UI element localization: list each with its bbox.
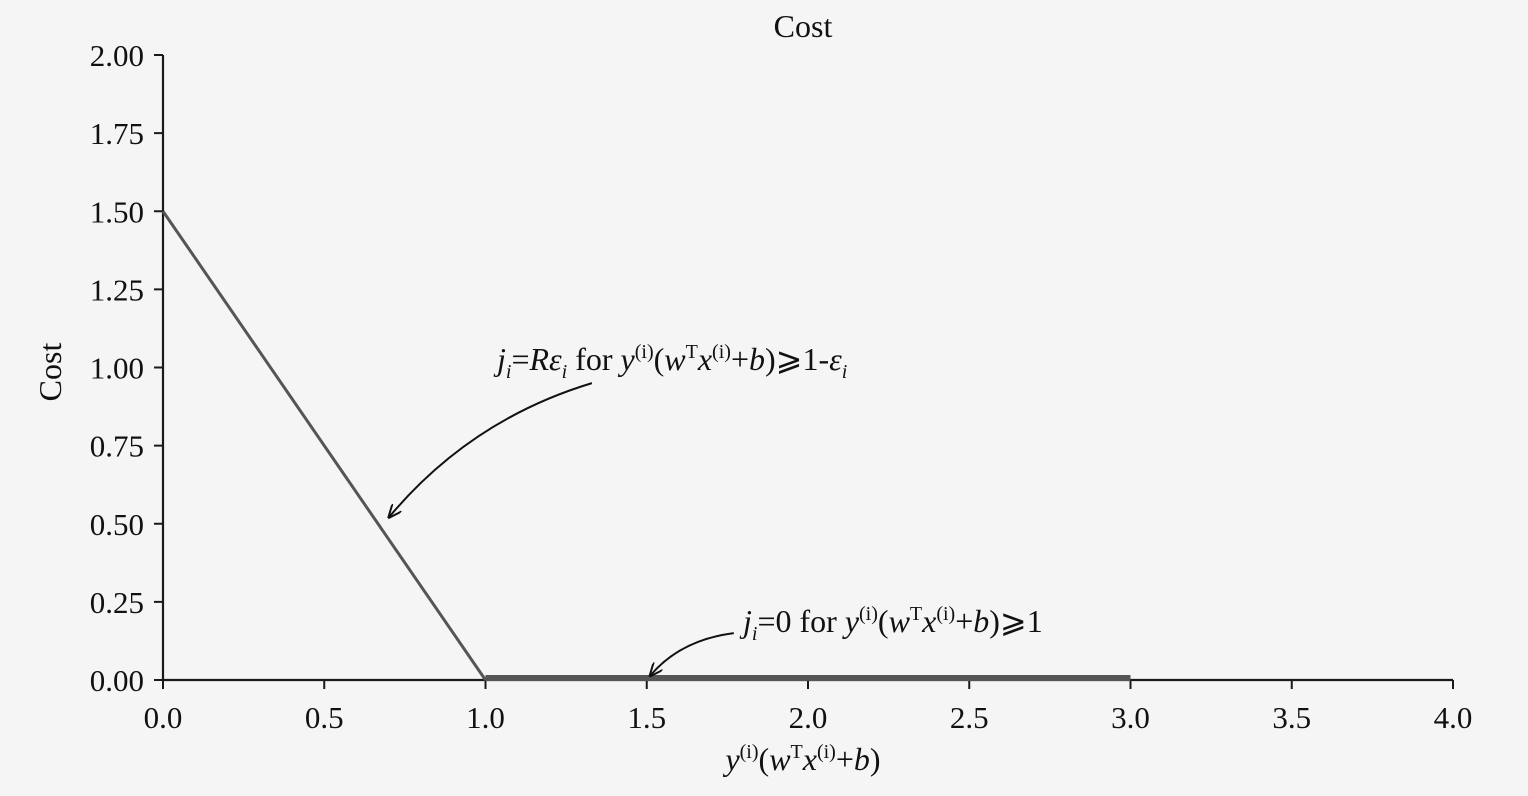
- label-part: T: [791, 741, 803, 763]
- y-tick-label: 2.00: [90, 38, 144, 73]
- label-part: +: [955, 603, 973, 639]
- label-part: i: [752, 623, 758, 645]
- label-part: (i): [859, 603, 878, 625]
- x-tick-label: 2.5: [950, 700, 989, 735]
- y-tick-label: 0.00: [90, 663, 144, 698]
- label-part: y: [618, 341, 636, 377]
- label-part: j: [739, 603, 752, 639]
- annotation-arrow: [389, 382, 593, 517]
- label-part: ): [870, 741, 881, 777]
- chart-title: Cost: [774, 8, 833, 44]
- cost-slope-segment: [161, 210, 487, 681]
- label-part: =0 for: [757, 603, 844, 639]
- annotation-arrow: [650, 632, 734, 676]
- label-part: j: [493, 341, 506, 377]
- label-part: w: [769, 741, 791, 777]
- x-tick-label: 2.0: [789, 700, 828, 735]
- y-tick-label: 1.25: [90, 272, 144, 307]
- label-part: =: [511, 341, 529, 377]
- label-part: y: [722, 741, 740, 777]
- label-part: for: [567, 341, 620, 377]
- label-part: (: [654, 341, 665, 377]
- label-part: (i): [635, 341, 654, 363]
- x-tick-label: 3.5: [1272, 700, 1311, 735]
- x-axis-label: y(i)(wTx(i)+b): [722, 741, 880, 777]
- label-part: (: [878, 603, 889, 639]
- label-part: +: [731, 341, 749, 377]
- label-part: w: [664, 341, 686, 377]
- annotation-label: ji=Rεi for y(i)(wTx(i)+b)⩾1-εi: [493, 341, 847, 383]
- label-part: x: [921, 603, 936, 639]
- y-axis-label: Cost: [32, 343, 68, 402]
- label-part: y: [842, 603, 860, 639]
- label-part: i: [562, 361, 568, 383]
- label-part: b: [854, 741, 870, 777]
- label-part: T: [686, 341, 698, 363]
- x-tick-label: 0.0: [144, 700, 183, 735]
- label-part: (i): [936, 603, 955, 625]
- label-part: (i): [712, 341, 731, 363]
- label-part: x: [697, 341, 712, 377]
- x-tick-label: 1.5: [627, 700, 666, 735]
- y-tick-label: 1.50: [90, 194, 144, 229]
- y-tick-label: 0.75: [90, 429, 144, 464]
- label-part: w: [889, 603, 911, 639]
- x-tick-label: 1.0: [466, 700, 505, 735]
- x-tick-label: 3.0: [1111, 700, 1150, 735]
- label-part: i: [506, 361, 512, 383]
- label-part: T: [910, 603, 922, 625]
- y-tick-label: 1.00: [90, 351, 144, 386]
- label-part: b: [973, 603, 989, 639]
- y-axis-ticks: 0.00 0.25 0.50 0.75 1.00 1.25 1.50 1.75 2.00: [90, 38, 163, 698]
- label-part: )⩾1-: [765, 341, 829, 377]
- x-axis-ticks: 0.0 0.5 1.0 1.5 2.0 2.5 3.0 3.5 4.0: [144, 680, 1473, 735]
- y-tick-label: 1.75: [90, 116, 144, 151]
- annotation-label: ji=0 for y(i)(wTx(i)+b)⩾1: [739, 603, 1043, 645]
- label-part: ε: [829, 341, 842, 377]
- label-part: x: [802, 741, 817, 777]
- label-part: (i): [740, 741, 759, 763]
- y-tick-label: 0.25: [90, 585, 144, 620]
- label-part: b: [749, 341, 765, 377]
- x-tick-label: 4.0: [1434, 700, 1473, 735]
- label-part: (: [759, 741, 770, 777]
- annotation-arrows: [389, 382, 734, 676]
- label-part: i: [842, 361, 848, 383]
- label-part: )⩾1: [989, 603, 1042, 639]
- cost-series: [161, 210, 1131, 681]
- label-part: (i): [817, 741, 836, 763]
- label-part: Rε: [529, 341, 563, 377]
- y-tick-label: 0.50: [90, 507, 144, 542]
- x-tick-label: 0.5: [305, 700, 344, 735]
- label-part: +: [836, 741, 854, 777]
